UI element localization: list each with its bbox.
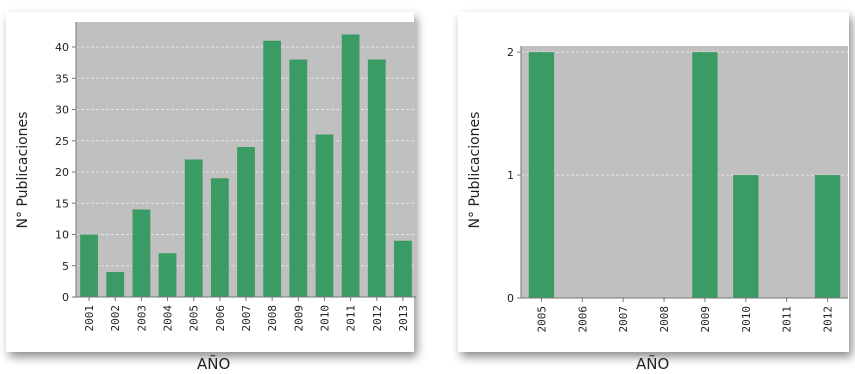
bar-left-2012 xyxy=(367,59,386,297)
bar-left-2001 xyxy=(80,234,98,297)
chart-panel-right: 0 1 2 2005 2006 2007 2008 2009 2010 2011 2012 N° P… xyxy=(458,12,849,352)
y-tick-label-left: 20 xyxy=(55,166,69,179)
y-tick-label-right: 0 xyxy=(507,292,514,305)
bar-left-2002 xyxy=(106,272,125,297)
bar-left-2006 xyxy=(210,178,229,297)
x-tick-label-right-2010: 2010 xyxy=(740,306,753,333)
bar-left-2010 xyxy=(315,134,334,297)
bar-left-2003 xyxy=(132,209,151,297)
bar-left-2013 xyxy=(394,240,412,297)
x-tick-label-left-2002: 2002 xyxy=(109,305,122,332)
x-tick-label-right-2005: 2005 xyxy=(535,306,548,333)
x-tick-label-right-2009: 2009 xyxy=(699,306,712,333)
x-tick-label-left-2010: 2010 xyxy=(318,305,331,332)
bar-left-2007 xyxy=(237,147,255,297)
plot-area-right xyxy=(521,46,848,298)
bar-left-2005 xyxy=(184,159,203,297)
x-tick-label-left-2013: 2013 xyxy=(397,305,410,332)
y-tick-label-left: 0 xyxy=(62,291,69,304)
x-tick-label-left-2006: 2006 xyxy=(214,305,227,332)
y-axis-label-left: N° Publicaciones xyxy=(15,111,31,229)
y-tick-label-left: 15 xyxy=(55,197,69,210)
y-tick-label-right: 1 xyxy=(507,169,514,182)
bar-right-2012 xyxy=(814,175,841,298)
x-tick-label-left-2008: 2008 xyxy=(266,305,279,332)
y-tick-label-left: 35 xyxy=(55,72,69,85)
y-axis-label-right: N° Publicaciones xyxy=(467,111,483,229)
bar-left-2009 xyxy=(289,59,308,297)
y-tick-label-right: 2 xyxy=(507,46,514,59)
x-tick-label-right-2007: 2007 xyxy=(617,306,630,333)
y-tick-label-left: 5 xyxy=(62,260,69,273)
x-tick-label-left-2009: 2009 xyxy=(292,305,305,332)
chart-left-svg: 0 5 10 15 20 25 30 35 40 2001 2002 2003 2004 2005 2006… xyxy=(55,22,416,332)
bar-right-2009 xyxy=(692,52,718,298)
x-tick-label-left-2007: 2007 xyxy=(240,305,253,332)
chart-right-svg: 0 1 2 2005 2006 2007 2008 2009 2010 2011 2012 xyxy=(507,46,848,333)
x-tick-label-left-2012: 2012 xyxy=(371,305,384,332)
y-tick-label-left: 40 xyxy=(55,41,69,54)
x-tick-label-left-2003: 2003 xyxy=(135,305,148,332)
x-tick-label-left-2004: 2004 xyxy=(162,305,175,332)
bar-left-2008 xyxy=(263,40,282,297)
x-tick-label-right-2006: 2006 xyxy=(576,306,589,333)
x-axis-label-left: AÑO xyxy=(197,355,231,373)
bar-right-2005 xyxy=(528,52,555,298)
y-tick-label-left: 10 xyxy=(55,229,69,242)
bar-right-2010 xyxy=(733,175,759,298)
bar-left-2004 xyxy=(158,253,177,297)
x-tick-label-right-2008: 2008 xyxy=(658,306,671,333)
x-tick-label-right-2012: 2012 xyxy=(822,306,835,333)
y-tick-label-left: 30 xyxy=(55,104,69,117)
x-axis-label-right: AÑO xyxy=(636,355,670,373)
x-tick-label-left-2001: 2001 xyxy=(83,305,96,332)
x-tick-label-left-2005: 2005 xyxy=(188,305,201,332)
bar-left-2011 xyxy=(341,34,360,297)
x-tick-label-right-2011: 2011 xyxy=(781,306,794,333)
y-tick-label-left: 25 xyxy=(55,135,69,148)
chart-panel-left: 0 5 10 15 20 25 30 35 40 2001 2002 2003 2004 2005 2006… xyxy=(6,12,416,352)
x-tick-label-left-2011: 2011 xyxy=(345,305,358,332)
